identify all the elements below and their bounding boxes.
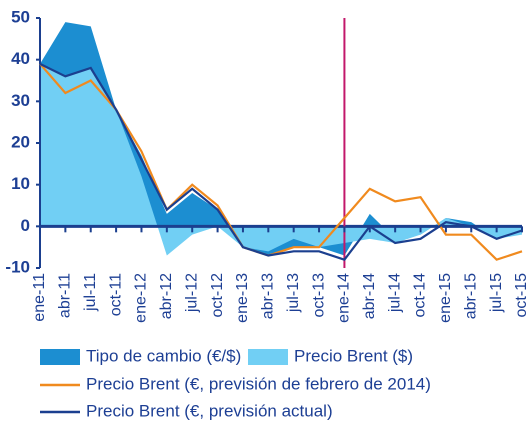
x-tick-label: oct-14	[412, 273, 429, 318]
x-tick-label: jul-11	[82, 273, 99, 312]
area	[40, 63, 522, 256]
x-tick-label: jul-13	[285, 273, 302, 313]
area	[40, 22, 522, 256]
x-tick-label: abr-13	[260, 273, 277, 319]
y-tick-label: -10	[5, 257, 30, 276]
x-tick-label: ene-12	[133, 273, 150, 323]
x-tick-label: jul-14	[386, 273, 403, 313]
x-tick-label: oct-11	[107, 273, 124, 316]
y-tick-label: 50	[11, 7, 30, 26]
x-tick-label: abr-15	[462, 273, 479, 319]
y-tick-label: 0	[21, 216, 30, 235]
legend-label: Precio Brent ($)	[294, 346, 413, 365]
x-tick-label: ene-15	[437, 273, 454, 323]
x-tick-label: oct-15	[513, 273, 530, 318]
x-tick-label: abr-12	[158, 273, 175, 319]
legend-swatch	[248, 349, 288, 365]
x-tick-label: oct-13	[310, 273, 327, 318]
legend-label: Tipo de cambio (€/$)	[86, 346, 241, 365]
x-tick-label: ene-13	[234, 273, 251, 323]
legend-label: Precio Brent (€, previsión actual)	[86, 401, 333, 420]
y-tick-label: 30	[11, 91, 30, 110]
x-tick-label: jul-12	[183, 273, 200, 313]
x-tick-label: ene-11	[31, 273, 48, 322]
x-tick-label: oct-12	[209, 273, 226, 318]
legend-label: Precio Brent (€, previsión de febrero de…	[86, 374, 431, 393]
y-tick-label: 10	[11, 174, 30, 193]
x-tick-label: abr-14	[361, 273, 378, 319]
legend-swatch	[40, 349, 80, 365]
y-tick-label: 40	[11, 49, 30, 68]
line	[39, 62, 523, 261]
x-tick-label: abr-11	[57, 273, 74, 318]
y-tick-label: 20	[11, 132, 30, 151]
x-tick-label: jul-15	[488, 273, 505, 313]
x-tick-label: ene-14	[336, 273, 353, 323]
